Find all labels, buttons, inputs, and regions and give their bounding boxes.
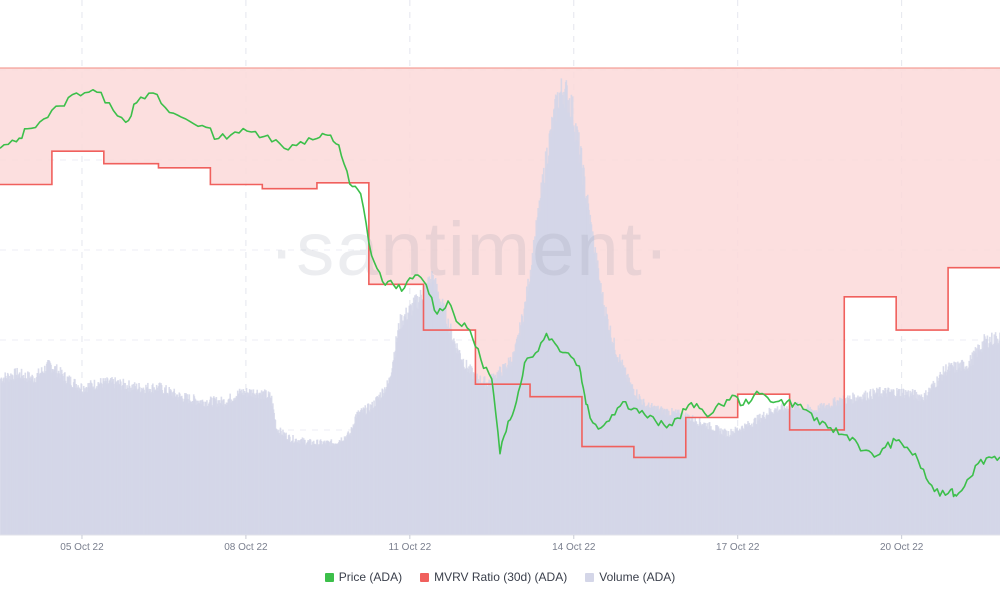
x-tick-label: 20 Oct 22 — [880, 542, 924, 553]
legend-item-mvrv[interactable]: MVRV Ratio (30d) (ADA) — [420, 570, 567, 584]
x-tick-label: 17 Oct 22 — [716, 542, 760, 553]
legend-swatch-volume — [585, 572, 595, 582]
x-axis: 05 Oct 22 08 Oct 22 11 Oct 22 14 Oct 22 17 O… — [0, 534, 1000, 553]
legend-swatch-mvrv — [420, 572, 430, 582]
legend-swatch-price — [324, 572, 334, 582]
santiment-watermark: ·santiment· — [269, 207, 671, 292]
chart-legend: Price (ADA) MVRV Ratio (30d) (ADA) Volum… — [0, 566, 1000, 588]
price-layer — [0, 88, 1000, 498]
price-series-line — [0, 88, 1000, 498]
mvrv-shaded-band — [0, 68, 1000, 458]
x-tick-label: 05 Oct 22 — [60, 542, 104, 553]
legend-label-price: Price (ADA) — [338, 570, 403, 584]
x-tick-label: 11 Oct 22 — [389, 542, 432, 553]
legend-item-price[interactable]: Price (ADA) — [324, 570, 403, 584]
x-tick-label: 14 Oct 22 — [552, 542, 596, 553]
mvrv-band-layer — [0, 67, 1000, 458]
x-tick-label: 08 Oct 22 — [224, 542, 268, 553]
legend-label-mvrv: MVRV Ratio (30d) (ADA) — [434, 570, 568, 584]
chart-svg: ·santiment· 05 Oct 22 08 Oct 22 11 Oct 22 1… — [0, 0, 1000, 553]
legend-item-volume[interactable]: Volume (ADA) — [585, 570, 675, 584]
legend-label-volume: Volume (ADA) — [599, 570, 676, 584]
volume-layer — [0, 78, 1000, 536]
